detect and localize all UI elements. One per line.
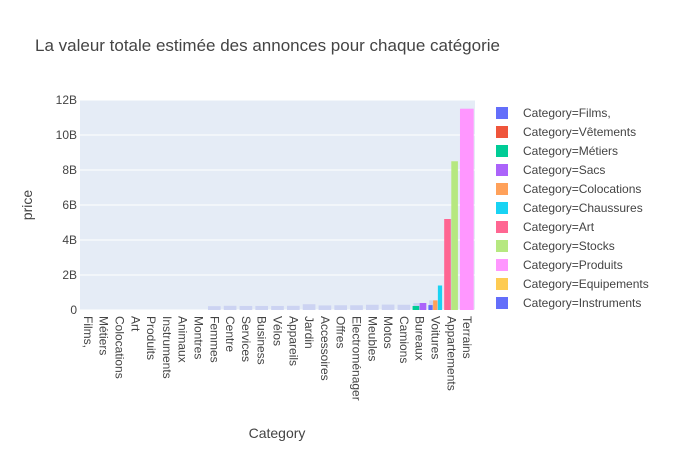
legend-swatch — [496, 183, 508, 195]
x-axis-title: Category — [249, 425, 306, 441]
x-tick-label: Animaux — [176, 316, 190, 363]
bar-v-los[interactable] — [271, 305, 284, 310]
x-tick-label: Electroménager — [350, 316, 364, 401]
x-tick-label: Jardin — [302, 316, 316, 349]
legend-label: Category=Instruments — [523, 296, 641, 310]
x-tick-label: Appareils — [286, 316, 300, 366]
bar-voitures-1[interactable] — [428, 305, 433, 310]
x-tick-label: Femmes — [207, 316, 221, 363]
x-tick-label: Centre — [223, 316, 237, 352]
bar-jardin[interactable] — [302, 304, 316, 310]
legend[interactable]: Category=Films, Category=Vêtements Categor… — [496, 106, 649, 310]
legend-label: Category=Chaussures — [523, 201, 643, 215]
x-tick-label: Services — [239, 316, 253, 362]
x-tick-label: Bureaux — [413, 316, 427, 361]
y-tick-label: 8B — [62, 163, 77, 177]
legend-swatch — [496, 145, 508, 157]
x-tick-label: Offres — [334, 316, 348, 348]
y-tick-label: 10B — [56, 128, 77, 142]
legend-label: Category=Equipements — [523, 277, 649, 291]
legend-swatch — [496, 164, 508, 176]
legend-item[interactable]: Category=Colocations — [496, 182, 641, 196]
y-axis-title: price — [19, 190, 35, 221]
bar-business[interactable] — [255, 305, 269, 310]
bar-appartements-1[interactable] — [444, 219, 451, 310]
bar-appareils[interactable] — [286, 305, 300, 310]
legend-label: Category=Colocations — [523, 182, 641, 196]
legend-label: Category=Sacs — [523, 163, 605, 177]
legend-item[interactable]: Category=Art — [496, 220, 595, 234]
legend-item[interactable]: Category=Equipements — [496, 277, 649, 291]
legend-swatch — [496, 278, 508, 290]
legend-swatch — [496, 126, 508, 138]
bar-voitures-3[interactable] — [437, 285, 443, 311]
y-axis-ticks: 0 2B 4B 6B 8B 10B 12B — [56, 93, 78, 317]
bar-meubles[interactable] — [365, 304, 379, 310]
bar-bureaux-2[interactable] — [419, 303, 427, 310]
bar-centre[interactable] — [223, 305, 237, 310]
bar-femmes[interactable] — [207, 306, 221, 310]
legend-swatch — [496, 259, 508, 271]
x-tick-label: Art — [128, 316, 142, 332]
legend-label: Category=Films, — [523, 106, 611, 120]
bar-appartements-2[interactable] — [451, 161, 458, 310]
x-tick-label: Business — [255, 316, 269, 365]
bar-electrom-nager[interactable] — [350, 305, 363, 310]
y-tick-label: 0 — [70, 303, 77, 317]
legend-label: Category=Stocks — [523, 239, 615, 253]
bar-camions[interactable] — [397, 304, 411, 310]
legend-item[interactable]: Category=Chaussures — [496, 201, 643, 215]
x-axis-ticks: Films, Métiers Colocations Art Produits Instr… — [81, 316, 474, 401]
chart-title: La valeur totale estimée des annonces po… — [35, 36, 500, 55]
legend-swatch — [496, 297, 508, 309]
x-tick-label: Motos — [381, 316, 395, 349]
legend-swatch — [496, 221, 508, 233]
bar-voitures-2[interactable] — [433, 300, 438, 310]
y-tick-label: 4B — [62, 233, 77, 247]
x-tick-label: Vélos — [271, 316, 285, 346]
x-tick-label: Colocations — [113, 316, 127, 379]
grid-lines — [80, 99, 475, 311]
legend-label: Category=Produits — [523, 258, 623, 272]
legend-label: Category=Art — [523, 220, 595, 234]
y-tick-label: 2B — [62, 268, 77, 282]
x-tick-label: Produits — [144, 316, 158, 360]
x-tick-label: Camions — [397, 316, 411, 363]
bars — [207, 108, 474, 311]
y-tick-label: 12B — [56, 93, 77, 107]
x-tick-label: Meubles — [365, 316, 379, 361]
legend-label: Category=Vêtements — [523, 125, 636, 139]
legend-item[interactable]: Category=Vêtements — [496, 125, 636, 139]
y-tick-label: 6B — [62, 198, 77, 212]
x-tick-label: Terrains — [460, 316, 474, 359]
x-tick-label: Métiers — [97, 316, 111, 355]
legend-swatch — [496, 107, 508, 119]
x-tick-label: Appartements — [444, 316, 458, 391]
legend-item[interactable]: Category=Instruments — [496, 296, 641, 310]
bar-bureaux-1[interactable] — [412, 305, 420, 310]
bar-motos[interactable] — [381, 304, 395, 310]
x-tick-label: Montres — [192, 316, 206, 359]
legend-item[interactable]: Category=Stocks — [496, 239, 615, 253]
x-tick-label: Accessoires — [318, 316, 332, 381]
legend-label: Category=Métiers — [523, 144, 618, 158]
x-tick-label: Instruments — [160, 316, 174, 379]
legend-item[interactable]: Category=Métiers — [496, 144, 618, 158]
bar-accessoires[interactable] — [318, 305, 332, 310]
legend-swatch — [496, 240, 508, 252]
bar-offres[interactable] — [334, 305, 348, 310]
bar-services[interactable] — [239, 305, 253, 310]
legend-swatch — [496, 202, 508, 214]
bar-terrains-1[interactable] — [459, 108, 474, 310]
x-tick-label: Films, — [81, 316, 95, 348]
legend-item[interactable]: Category=Sacs — [496, 163, 605, 177]
legend-item[interactable]: Category=Produits — [496, 258, 623, 272]
x-tick-label: Voitures — [429, 316, 443, 359]
legend-item[interactable]: Category=Films, — [496, 106, 611, 120]
